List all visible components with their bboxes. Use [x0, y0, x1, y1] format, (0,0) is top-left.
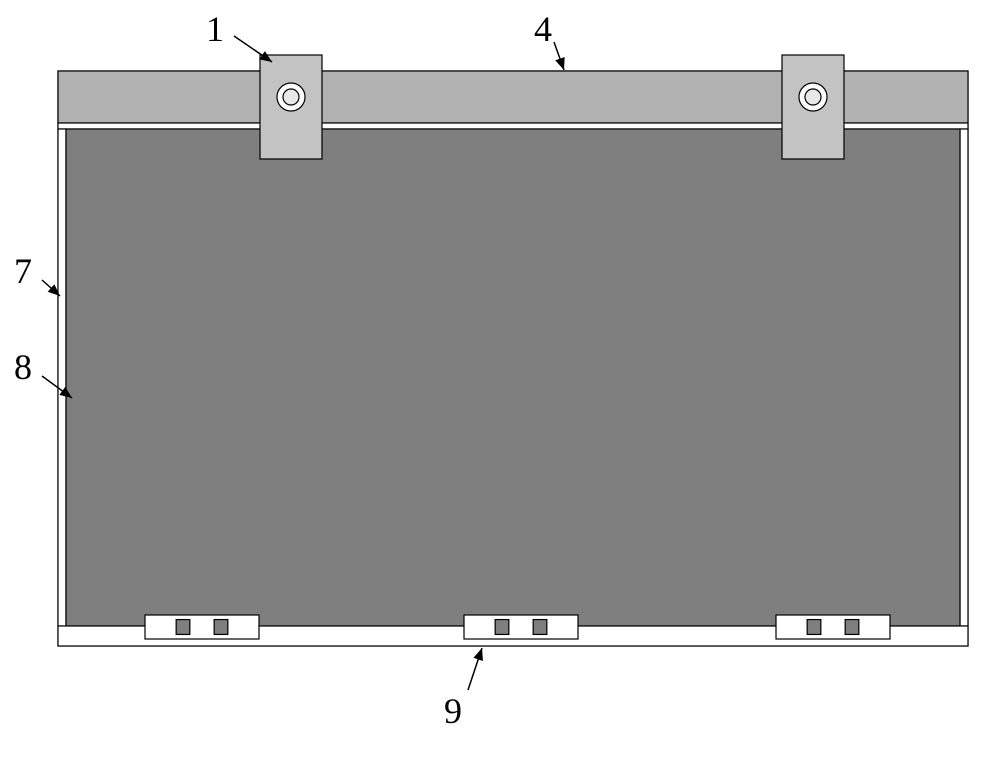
- callout-label-1: 1: [206, 8, 224, 50]
- bracket-1: [782, 55, 844, 159]
- foot-slot: [533, 620, 547, 635]
- foot-group-2: [776, 615, 890, 639]
- left-edge-panel: [58, 129, 66, 626]
- bracket-ring-inner: [283, 89, 299, 105]
- foot-slot: [495, 620, 509, 635]
- callout-label-8: 8: [14, 346, 32, 388]
- callout-label-9: 9: [444, 690, 462, 732]
- foot-slot: [176, 620, 190, 635]
- foot-group-1: [464, 615, 578, 639]
- foot-slot: [214, 620, 228, 635]
- diagram-svg: [0, 0, 1000, 759]
- foot-slot: [845, 620, 859, 635]
- diagram-stage: 1 4 7 8 9: [0, 0, 1000, 759]
- foot-group-0: [145, 615, 259, 639]
- foot-slot: [807, 620, 821, 635]
- body-panel: [66, 129, 960, 626]
- callout-label-7: 7: [14, 250, 32, 292]
- right-edge-panel: [960, 129, 968, 626]
- callout-label-4: 4: [534, 8, 552, 50]
- bracket-0: [260, 55, 322, 159]
- bracket-ring-inner: [805, 89, 821, 105]
